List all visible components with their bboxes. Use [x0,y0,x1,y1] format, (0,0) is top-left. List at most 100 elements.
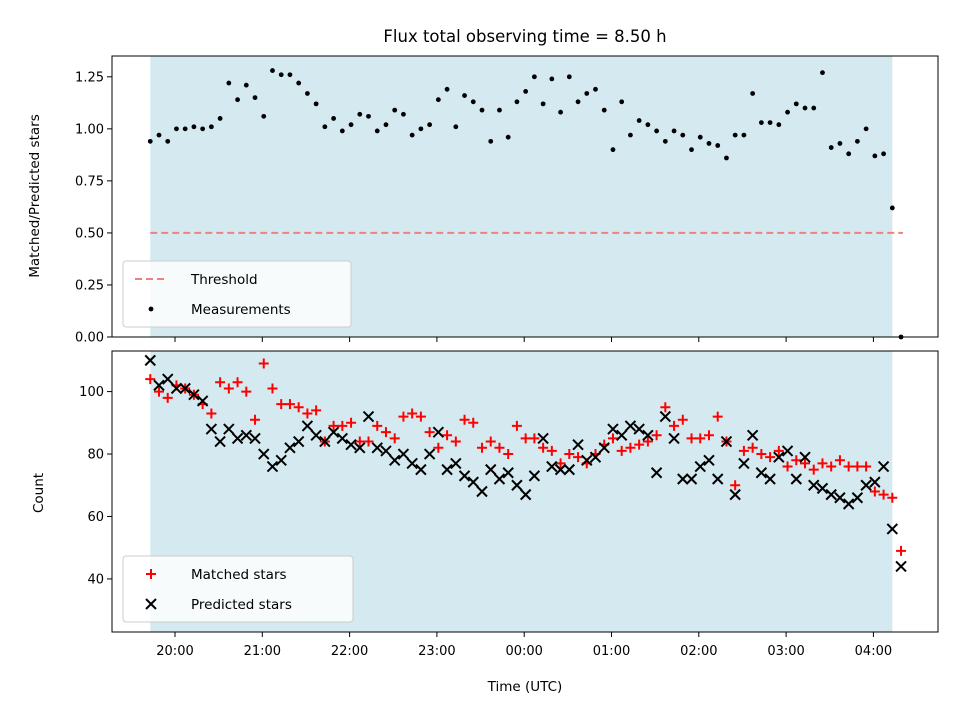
x-tick-label: 04:00 [855,644,892,659]
matched-point [477,442,488,453]
measurement-point [540,101,546,107]
series-predicted-stars [144,354,907,573]
matched-point [311,405,322,416]
measurement-point [793,101,799,107]
measurement-point [758,120,764,126]
y-tick-label: 1.25 [75,70,104,85]
predicted-point [668,432,680,445]
matched-point [642,436,653,447]
predicted-point [223,423,235,435]
measurement-point [654,128,660,134]
measurement-point [235,97,240,103]
legend-label: Predicted stars [191,597,292,613]
matched-point [485,436,496,447]
measurement-point [706,141,712,146]
x-axis-label: Time (UTC) [487,679,563,695]
predicted-point [659,410,672,423]
measurement-point [697,134,703,140]
matched-point [538,442,549,453]
measurement-point [418,126,424,132]
matched-point [834,455,845,466]
matched-point [250,414,261,425]
measurement-point [732,132,738,138]
predicted-point [371,442,383,454]
predicted-point [162,373,174,385]
predicted-point [188,389,200,401]
measurement-point [191,124,197,130]
y-tick-label: 0.25 [75,278,104,293]
predicted-point [266,460,279,473]
measurement-point [313,101,319,107]
matched-point [878,489,889,500]
predicted-point [816,482,829,495]
matched-point [782,461,793,472]
matched-point [337,420,348,431]
measurement-point [252,95,258,101]
matched-point [363,436,374,447]
predicted-point [589,451,602,463]
predicted-point [388,454,401,466]
x-tick-label: 02:00 [680,644,717,659]
predicted-point [790,473,802,485]
predicted-point [598,442,610,454]
matched-point [215,377,226,388]
predicted-point [554,463,567,476]
measurement-point [331,116,336,121]
measurement-point [680,132,686,138]
matched-point [354,436,365,447]
predicted-point [607,423,619,435]
measurement-point [322,124,328,130]
predicted-point [677,473,689,485]
matched-point [695,433,706,444]
x-tick-label: 03:00 [767,644,804,659]
predicted-point [170,382,183,395]
matched-point [153,386,164,397]
measurement-point [610,147,616,153]
predicted-point [825,488,837,501]
measurement-point [261,113,267,119]
predicted-point [406,457,418,470]
predicted-point [563,463,576,476]
measurement-point [339,128,345,134]
predicted-point [546,460,558,473]
predicted-point [886,523,899,535]
matched-point [511,420,522,431]
matched-point [293,402,304,413]
predicted-point [746,429,759,442]
measurement-point [401,111,406,117]
predicted-point [781,445,794,457]
measurement-point [514,99,520,105]
measurement-point [409,132,415,138]
x-tick-label: 22:00 [331,644,368,659]
measurement-point [566,74,572,80]
matched-point [241,386,252,397]
matched-point [686,433,697,444]
measurement-point [243,82,249,88]
measurement-point [558,109,563,115]
measurement-point [802,105,808,111]
matched-point [817,458,828,469]
measurement-point [470,99,476,105]
predicted-point [467,476,479,488]
measurement-point [208,124,214,130]
matched-point [302,408,313,419]
legend-label: Threshold [190,272,258,288]
measurement-point [531,74,537,80]
matched-point [433,442,444,453]
predicted-point [327,426,340,438]
y-tick-label: 80 [87,448,104,463]
matched-point [206,408,217,419]
predicted-point [214,435,226,448]
predicted-point [877,460,890,473]
matched-point [765,452,776,463]
matched-point [747,442,758,453]
matched-point [450,436,461,447]
y-tick-label: 40 [87,572,104,587]
matched-point [398,411,409,422]
legend-label: Measurements [191,302,291,318]
matched-point [852,461,863,472]
y-tick-label: 0.75 [75,174,104,189]
predicted-point [642,429,654,442]
matched-point [372,420,383,431]
predicted-point [581,454,593,466]
